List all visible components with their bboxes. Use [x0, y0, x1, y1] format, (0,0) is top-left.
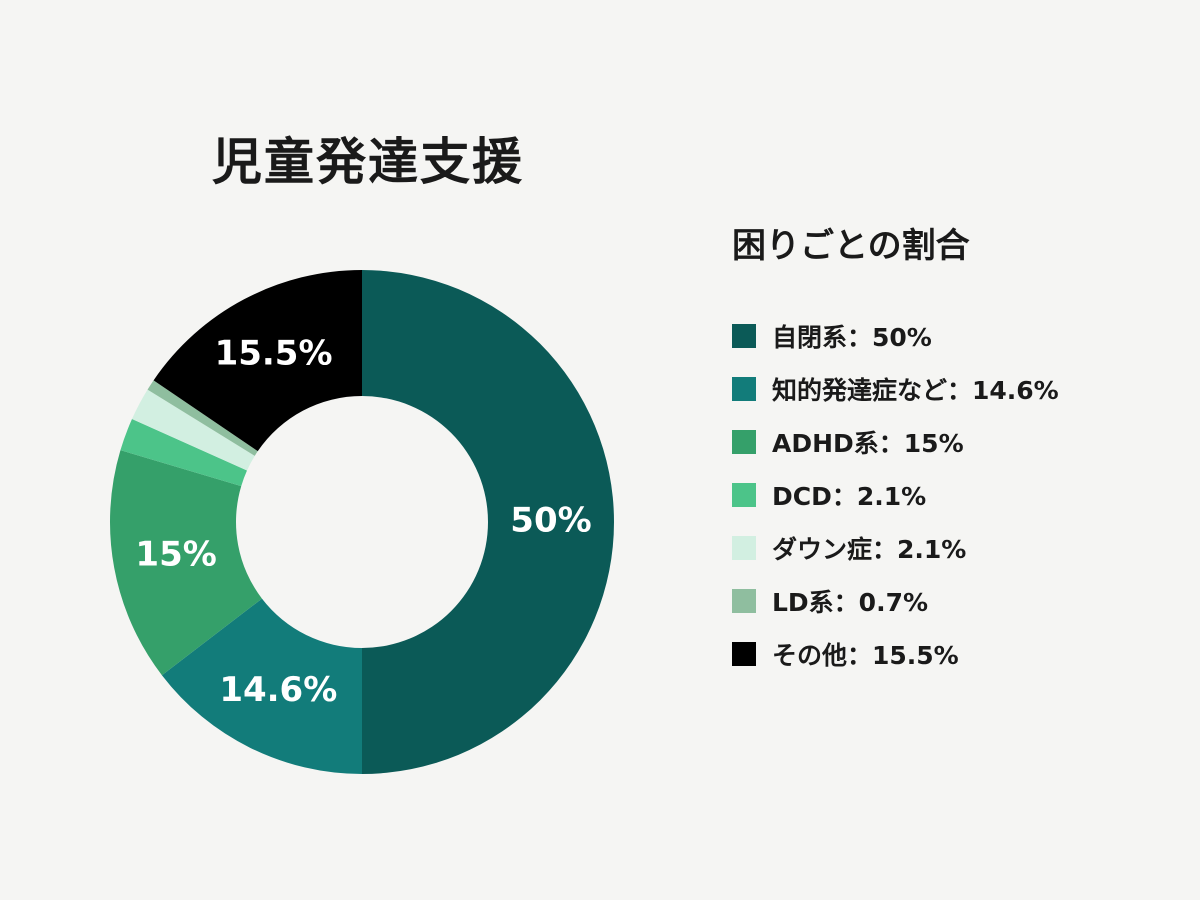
legend-item: DCD：2.1% [732, 460, 1059, 529]
legend: 困りごとの割合 自閉系：50% 知的発達症など：14.6% ADHD系：15% … [732, 218, 1059, 688]
legend-label: その他：15.5% [772, 640, 959, 670]
slice-6 [153, 270, 362, 452]
chart-title: 児童発達支援 [212, 133, 524, 191]
slice-label-0: 50% [510, 501, 591, 541]
slice-0 [362, 270, 614, 774]
legend-label: ADHD系：15% [772, 428, 964, 458]
slice-4 [132, 389, 255, 471]
legend-swatch [732, 323, 756, 348]
slice-label-1: 14.6% [219, 670, 337, 710]
legend-label: 知的発達症など：14.6% [772, 375, 1059, 405]
slice-label-6: 15.5% [215, 333, 333, 373]
slices-layer [110, 270, 614, 775]
legend-item: 自閉系：50% [732, 301, 1059, 370]
legend-swatch [732, 588, 756, 613]
legend-swatch [732, 535, 756, 560]
slice-2 [110, 450, 262, 676]
legend-label: ダウン症：2.1% [772, 534, 967, 564]
legend-swatch [732, 641, 756, 666]
slice-label-2: 15% [135, 535, 216, 575]
slice-1 [161, 598, 362, 775]
legend-title: 困りごとの割合 [732, 226, 970, 266]
donut-chart: 50% 14.6% 15% 15.5% [110, 270, 614, 775]
legend-list: 自閉系：50% 知的発達症など：14.6% ADHD系：15% DCD：2.1%… [732, 301, 1059, 688]
legend-label: 自閉系：50% [772, 322, 932, 352]
legend-item: その他：15.5% [732, 619, 1059, 688]
legend-swatch [732, 376, 756, 401]
legend-item: 知的発達症など：14.6% [732, 354, 1059, 423]
legend-swatch [732, 482, 756, 507]
legend-label: LD系：0.7% [772, 587, 929, 617]
legend-swatch [732, 429, 756, 454]
legend-item: LD系：0.7% [732, 566, 1059, 635]
legend-item: ADHD系：15% [732, 407, 1059, 476]
slice-5 [147, 380, 258, 456]
labels-layer: 50% 14.6% 15% 15.5% [135, 333, 591, 709]
legend-label: DCD：2.1% [772, 481, 927, 511]
slice-3 [120, 419, 248, 487]
legend-item: ダウン症：2.1% [732, 513, 1059, 582]
